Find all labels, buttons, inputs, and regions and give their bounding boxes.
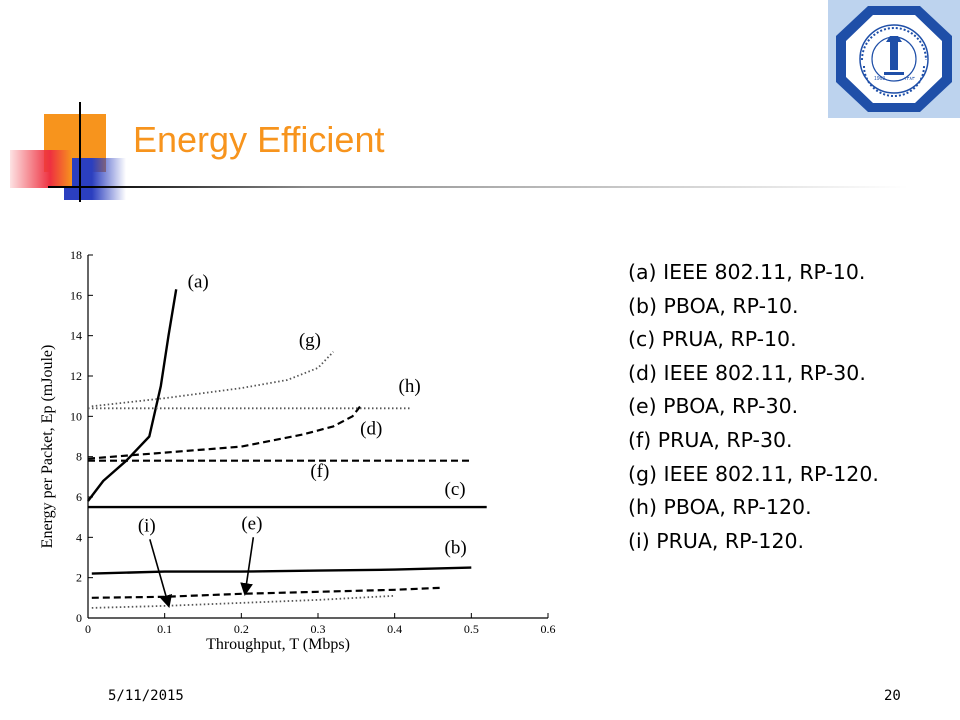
y-tick-label: 16 — [70, 288, 82, 302]
annotation-label: (f) — [310, 461, 329, 482]
x-tick-label: 0.3 — [311, 622, 326, 636]
slide-title: Energy Efficient — [133, 119, 385, 160]
energy-throughput-chart: 0 0.1 0.2 0.3 0.4 0.5 0.6 0 2 4 6 8 10 12 14 16 18 Throug… — [39, 248, 556, 653]
slide-date: 5/11/2015 — [108, 688, 184, 704]
y-tick-label: 6 — [76, 490, 82, 504]
annotation-label: (c) — [445, 479, 466, 500]
legend-item: (i) PRUA, RP-120. — [628, 528, 805, 553]
legend-item: (g) IEEE 802.11, RP-120. — [628, 461, 879, 486]
annotation-label: (i) — [138, 515, 156, 536]
annotation-label: (b) — [445, 537, 467, 558]
x-tick-label: 0.6 — [541, 622, 556, 636]
y-tick-label: 14 — [70, 329, 82, 343]
legend-item: (f) PRUA, RP-30. — [628, 427, 793, 452]
legend-item: (a) IEEE 802.11, RP-10. — [628, 260, 866, 284]
legend-item: (h) PBOA, RP-120. — [628, 495, 812, 520]
y-tick-label: 10 — [70, 409, 82, 423]
legend-item: (b) PBOA, RP-10. — [628, 293, 799, 318]
university-logo: 1963 ١٣٨٣ — [828, 0, 960, 118]
legend-item: (d) IEEE 802.11, RP-30. — [628, 360, 866, 385]
annotation-arrow — [149, 539, 173, 608]
decor-red-square — [10, 150, 72, 188]
x-tick-label: 0 — [85, 622, 91, 636]
slide-page-number: 20 — [884, 688, 901, 704]
annotation-arrow — [240, 537, 255, 596]
annotation-label: (h) — [399, 376, 421, 397]
decor-vertical-line — [79, 102, 81, 202]
y-tick-label: 12 — [70, 369, 82, 383]
x-tick-label: 0.2 — [234, 622, 249, 636]
series-line-e — [91, 586, 441, 599]
legend-item: (e) PBOA, RP-30. — [628, 394, 799, 419]
y-tick-label: 2 — [76, 571, 82, 585]
university-seal-icon: 1963 ١٣٨٣ — [836, 6, 952, 112]
annotation-label: (a) — [188, 271, 209, 292]
x-axis-label: Throughput, T (Mbps) — [206, 636, 350, 653]
y-tick-label: 4 — [76, 530, 82, 544]
annotation-label: (d) — [360, 418, 382, 439]
x-tick-label: 0.5 — [464, 622, 479, 636]
y-tick-label: 18 — [70, 248, 82, 262]
series-line-b — [91, 566, 472, 575]
annotation-label: (g) — [299, 330, 321, 351]
x-tick-label: 0.4 — [387, 622, 402, 636]
logo-year-left: 1963 — [874, 76, 885, 82]
y-tick-label: 8 — [76, 450, 82, 464]
series-line-i — [91, 594, 395, 609]
y-tick-label: 0 — [76, 611, 82, 625]
logo-year-right: ١٣٨٣ — [904, 76, 915, 82]
title-underline — [48, 186, 908, 188]
series-line-d — [87, 405, 362, 460]
annotation-label: (e) — [241, 513, 262, 534]
legend-item: (c) PRUA, RP-10. — [628, 327, 797, 352]
decor-blue-square — [64, 158, 126, 200]
y-axis-label: Energy per Packet, Ep (mJoule) — [39, 345, 56, 549]
series-line-a — [87, 289, 178, 502]
series-line-g — [91, 351, 334, 408]
chart-legend: (a) IEEE 802.11, RP-10. (b) PBOA, RP-10. (… — [628, 256, 879, 558]
x-tick-label: 0.1 — [157, 622, 172, 636]
